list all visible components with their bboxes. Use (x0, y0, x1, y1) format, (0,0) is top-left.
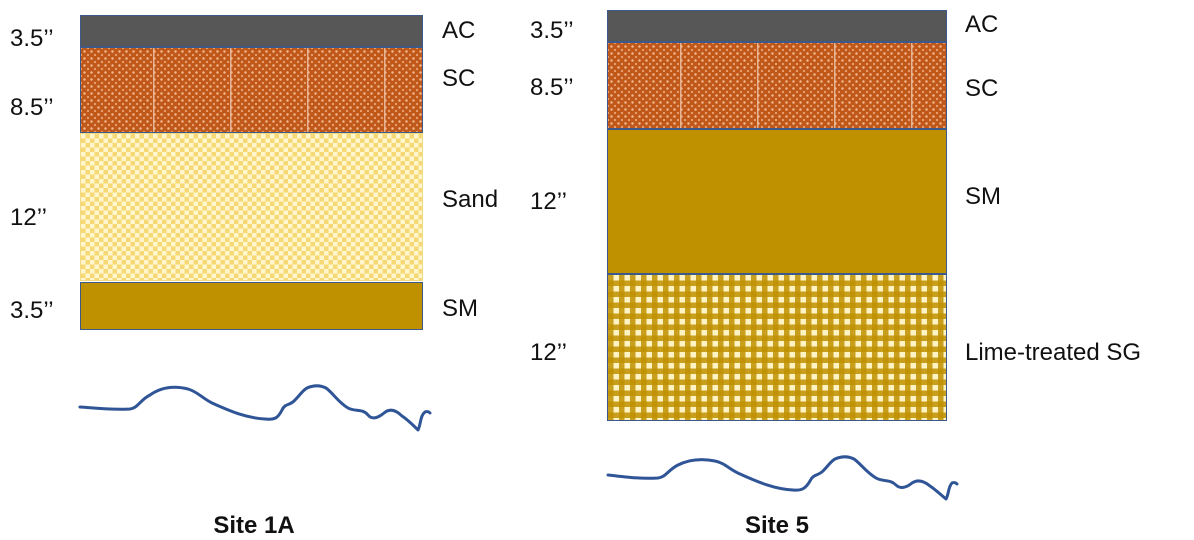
site-1a-layer-sm (80, 282, 423, 330)
site-1a-title: Site 1A (213, 512, 295, 539)
site-5-label-sc: SC (965, 75, 999, 102)
site-1a-layer-sand (80, 133, 423, 281)
site-1a-label-sm: SM (442, 295, 478, 322)
site-5-label-sm: SM (965, 183, 1001, 210)
site-1a-layer-sc (80, 47, 423, 133)
site-1a-label-sand: Sand (442, 186, 499, 213)
site-5-layer-sm (607, 129, 947, 274)
site-1a-label-ac: AC (442, 17, 476, 44)
site-5-label-ac: AC (965, 11, 999, 38)
site-5-thickness-ac: 3.5’’ (530, 17, 574, 44)
site-5-thickness-lime-treated-sg: 12’’ (530, 339, 567, 366)
site-5-layer-lime-treated-sg (607, 274, 947, 421)
site-5-layer-sc (607, 42, 947, 129)
site-5-thickness-sm: 12’’ (530, 188, 567, 215)
site-1a-layer-ac (80, 15, 423, 47)
site-1a-label-sc: SC (442, 65, 476, 92)
site-1a-thickness-ac: 3.5’’ (10, 25, 54, 52)
site-5-layer-ac (607, 10, 947, 42)
site-5-label-lime-treated-sg: Lime-treated SG (965, 339, 1142, 366)
site-1a-thickness-sc: 8.5’’ (10, 94, 54, 121)
site-5-title: Site 5 (744, 512, 810, 539)
site-5-thickness-sc: 8.5’’ (530, 74, 574, 101)
site-1a-thickness-sand: 12’’ (10, 204, 47, 231)
site-1a-thickness-sm: 3.5’’ (10, 297, 54, 324)
